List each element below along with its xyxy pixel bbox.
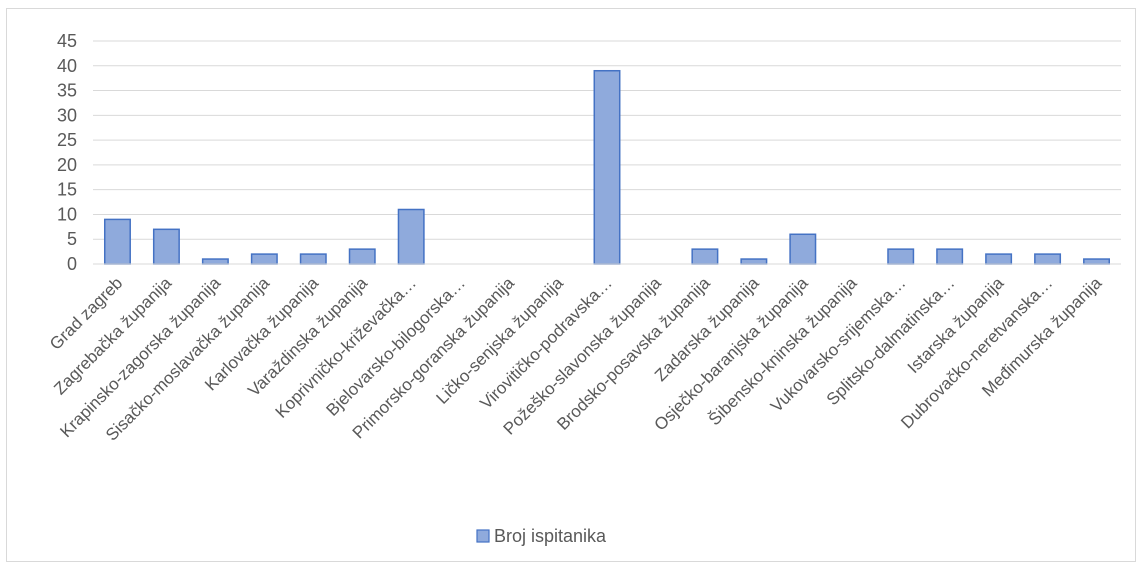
bar-4 <box>250 253 278 265</box>
bar-13 <box>691 248 719 265</box>
y-tick-label: 5 <box>67 229 77 249</box>
legend-swatch <box>476 529 490 543</box>
y-tick-label: 35 <box>57 81 77 101</box>
y-tick-label: 15 <box>57 180 77 200</box>
bar-18 <box>936 248 964 265</box>
y-tick-label: 25 <box>57 130 77 150</box>
legend: Broj ispitanika <box>476 526 607 546</box>
bar-19 <box>985 253 1013 265</box>
bars <box>103 69 1111 265</box>
bar-21 <box>1083 258 1111 265</box>
bar-17 <box>887 248 915 265</box>
y-tick-label: 0 <box>67 254 77 274</box>
y-tick-label: 10 <box>57 204 77 224</box>
bar-1 <box>103 218 131 265</box>
bar-15 <box>789 233 817 265</box>
y-tick-label: 20 <box>57 155 77 175</box>
bar-6 <box>348 248 376 265</box>
bar-11 <box>593 69 621 265</box>
y-tick-label: 45 <box>57 31 77 51</box>
bar-3 <box>201 258 229 265</box>
bar-chart: 0 5 10 15 20 25 30 35 40 45 Grad zagrebZagrebačka… <box>46 31 1121 546</box>
y-tick-label: 40 <box>57 56 77 76</box>
bar-14 <box>740 258 768 265</box>
bar-5 <box>299 253 327 265</box>
y-tick-label: 30 <box>57 105 77 125</box>
legend-label: Broj ispitanika <box>494 526 607 546</box>
bar-20 <box>1034 253 1062 265</box>
bar-2 <box>152 228 180 265</box>
y-axis-tick-labels: 0 5 10 15 20 25 30 35 40 45 <box>57 31 77 274</box>
chart-frame: 0 5 10 15 20 25 30 35 40 45 Grad zagreb Zagrebačka… <box>6 8 1136 562</box>
bar-7 <box>397 208 425 265</box>
